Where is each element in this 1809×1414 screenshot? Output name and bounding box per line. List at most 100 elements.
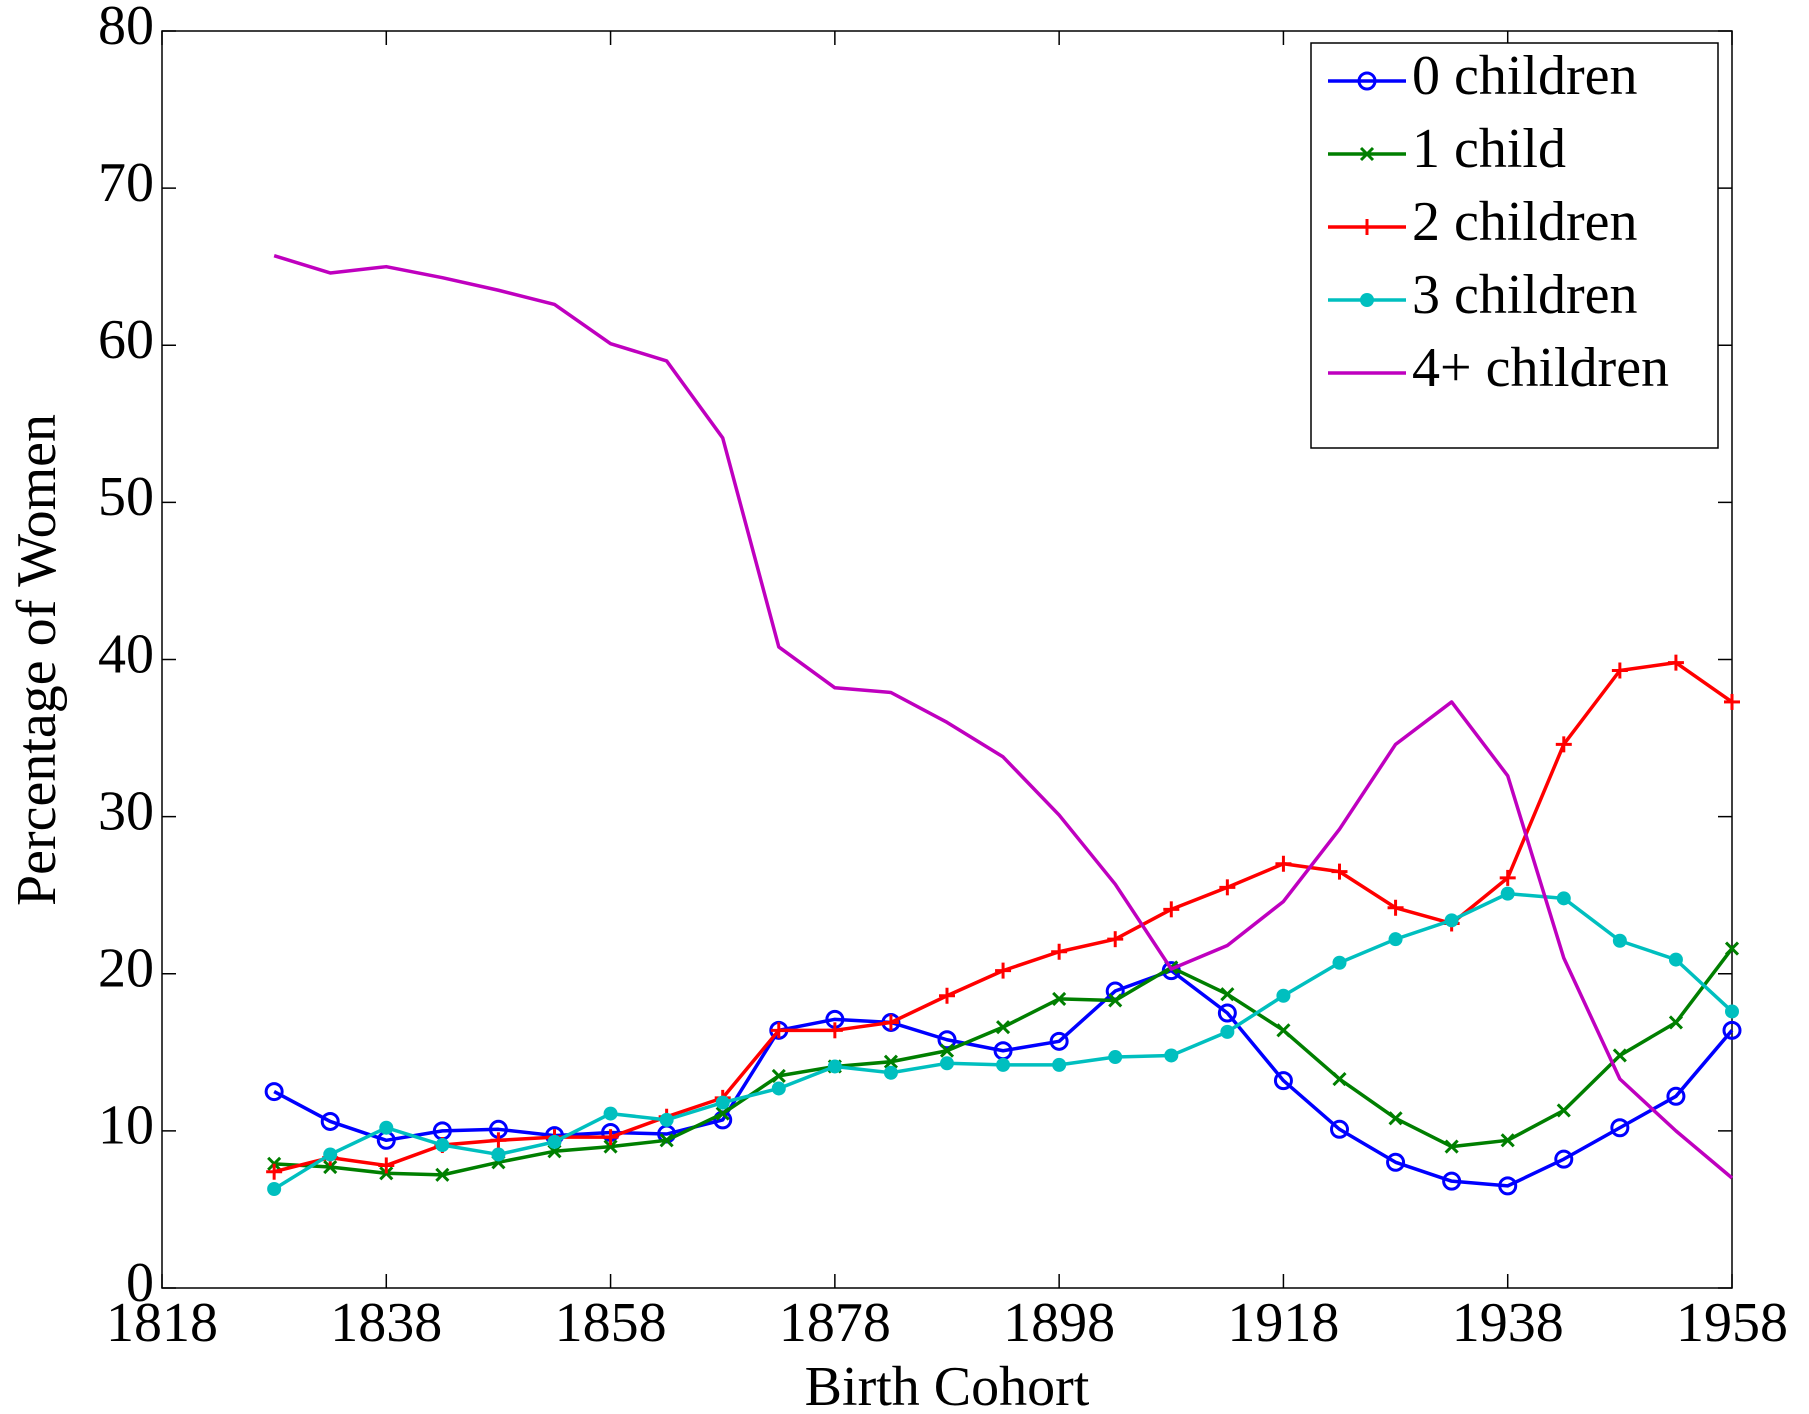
- marker: [1359, 146, 1375, 162]
- point: [547, 1134, 562, 1149]
- point: [715, 1095, 730, 1110]
- marker: [1722, 1020, 1742, 1040]
- marker: [1666, 1086, 1686, 1106]
- point: [1107, 931, 1124, 948]
- x-axis-label: Birth Cohort: [805, 1356, 1090, 1414]
- point: [1444, 913, 1459, 928]
- point: [940, 1056, 954, 1071]
- marker: [827, 1059, 842, 1074]
- marker: [996, 1057, 1011, 1072]
- point: [996, 1020, 1011, 1035]
- marker: [1500, 886, 1515, 901]
- point: [267, 1182, 282, 1197]
- marker: [715, 1095, 730, 1110]
- point: [826, 1022, 843, 1039]
- point: [320, 1111, 340, 1131]
- marker: [771, 1081, 786, 1096]
- point: [1051, 943, 1068, 960]
- point: [937, 1030, 957, 1050]
- point: [1220, 987, 1235, 1002]
- point: [1359, 219, 1375, 235]
- point: [435, 1167, 450, 1182]
- point: [883, 1054, 898, 1069]
- point: [379, 1120, 394, 1135]
- y-axis-label: Percentage of Women: [6, 414, 68, 906]
- point: [1049, 1031, 1069, 1051]
- y-tick-label: 80: [98, 0, 154, 57]
- point: [1500, 1133, 1515, 1148]
- point: [1668, 952, 1683, 967]
- marker: [659, 1133, 674, 1148]
- marker: [1610, 1118, 1630, 1138]
- point: [491, 1147, 506, 1162]
- point: [1612, 933, 1627, 948]
- marker: [1049, 1031, 1069, 1051]
- marker: [1388, 932, 1403, 947]
- marker: [547, 1134, 562, 1149]
- marker: [1273, 1071, 1293, 1091]
- marker: [1108, 1050, 1123, 1065]
- point: [996, 1057, 1011, 1072]
- point: [1722, 1020, 1742, 1040]
- point: [1219, 879, 1236, 896]
- point: [882, 1014, 899, 1031]
- marker: [435, 1138, 450, 1153]
- point: [939, 1043, 955, 1058]
- series-line: [273, 254, 1734, 1180]
- point: [1386, 1152, 1406, 1172]
- x-tick-label: 1918: [1227, 1292, 1339, 1354]
- y-tick-label: 20: [98, 938, 154, 1000]
- marker: [937, 1030, 957, 1050]
- point: [1611, 662, 1628, 679]
- marker: [1612, 933, 1627, 948]
- marker: [1725, 1004, 1739, 1019]
- marker: [1556, 891, 1571, 906]
- marker: [1500, 1133, 1515, 1148]
- marker: [1052, 1057, 1067, 1072]
- point: [1359, 146, 1375, 162]
- point: [435, 1138, 450, 1153]
- point: [995, 962, 1012, 979]
- marker: [1276, 1023, 1291, 1038]
- marker: [1444, 1139, 1459, 1154]
- marker: [1164, 1048, 1179, 1063]
- x-tick-label: 1878: [779, 1292, 891, 1354]
- point: [1668, 1015, 1683, 1030]
- x-tick-label: 1958: [1676, 1292, 1788, 1354]
- point: [1163, 901, 1180, 918]
- point: [1052, 1057, 1067, 1072]
- point: [1444, 1139, 1459, 1154]
- marker: [1554, 1149, 1574, 1169]
- x-tick-label: 1818: [106, 1292, 218, 1354]
- point: [1387, 899, 1404, 916]
- marker: [1386, 1152, 1406, 1172]
- marker: [996, 1020, 1011, 1035]
- marker: [1612, 1048, 1627, 1063]
- marker: [883, 1054, 898, 1069]
- marker: [491, 1147, 506, 1162]
- point: [603, 1139, 618, 1154]
- point: [1725, 1004, 1739, 1019]
- marker: [1444, 913, 1459, 928]
- point: [1388, 1111, 1403, 1126]
- point: [323, 1159, 338, 1175]
- marker: [1108, 993, 1123, 1008]
- series-line: [273, 968, 1734, 1188]
- point: [1556, 891, 1571, 906]
- marker: [1357, 71, 1377, 91]
- point: [1555, 736, 1572, 753]
- marker: [603, 1106, 618, 1121]
- marker: [659, 1112, 674, 1127]
- marker: [264, 1082, 284, 1102]
- point: [1724, 693, 1740, 710]
- marker: [267, 1182, 282, 1197]
- point: [1052, 991, 1067, 1006]
- point: [1498, 1176, 1518, 1196]
- marker: [1220, 1024, 1235, 1039]
- y-tick-label: 10: [98, 1095, 154, 1157]
- x-tick-label: 1898: [1003, 1292, 1115, 1354]
- marker: [1668, 1015, 1683, 1030]
- point: [1666, 1086, 1686, 1106]
- marker: [1442, 1171, 1462, 1191]
- point: [883, 1065, 898, 1080]
